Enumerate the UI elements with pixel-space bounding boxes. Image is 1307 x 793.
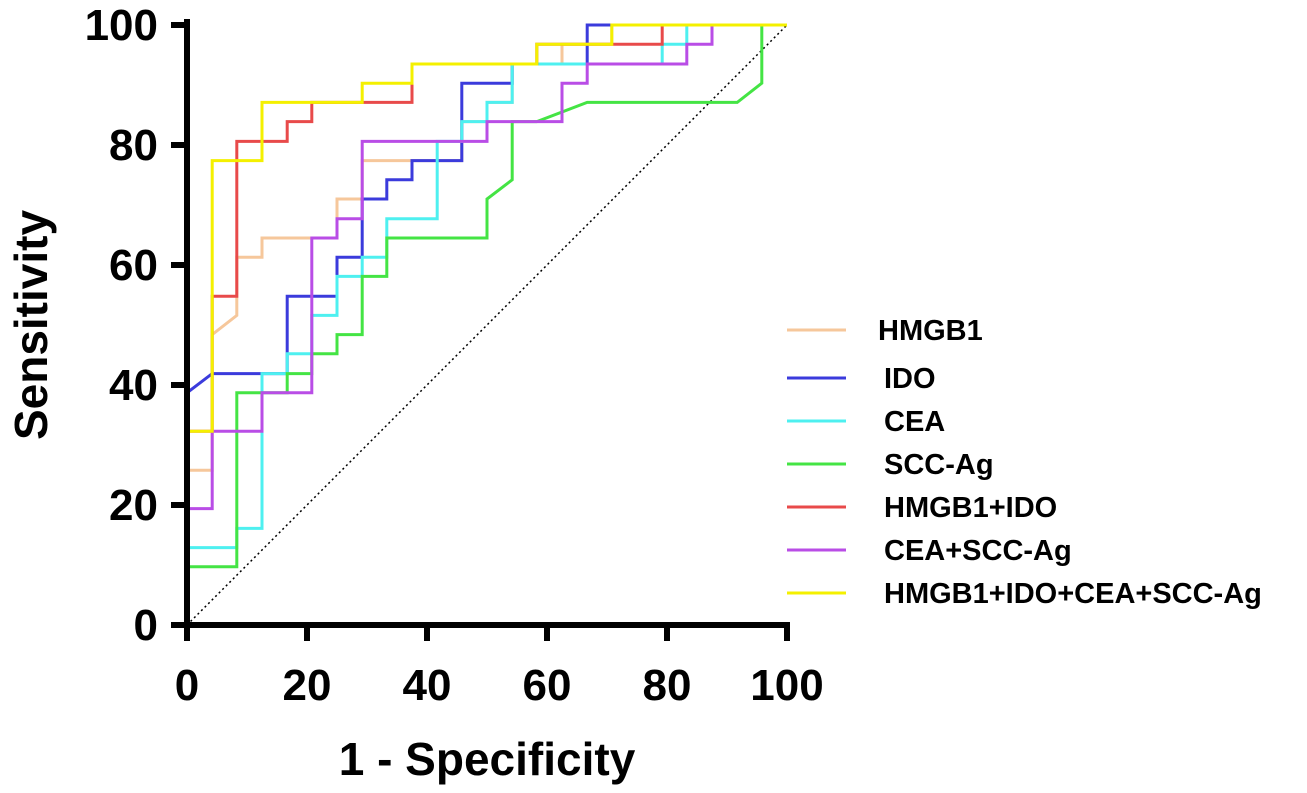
y-tick-label: 100 <box>85 1 158 50</box>
x-tick-label: 20 <box>283 661 332 710</box>
x-tick-label: 80 <box>643 661 692 710</box>
legend-label: CEA+SCC-Ag <box>884 535 1072 567</box>
tick-layer: 0 20 40 60 80 100 0 20 40 60 80 100 <box>85 1 824 710</box>
x-axis-title: 1 - Specificity <box>339 733 636 785</box>
y-tick-label: 80 <box>109 121 158 170</box>
series-line-hmgb1-ido-cea-scc-ag <box>185 23 787 625</box>
legend-label: HMGB1+IDO <box>884 492 1057 524</box>
axis-layer <box>184 19 790 628</box>
legend-label: HMGB1 <box>878 315 983 347</box>
y-axis-title: Sensitivity <box>5 210 57 441</box>
legend-label: IDO <box>884 363 936 395</box>
legend-label: CEA <box>884 406 945 438</box>
x-tick-label: 60 <box>523 661 572 710</box>
reference-layer <box>186 24 788 626</box>
x-tick-label: 100 <box>750 661 823 710</box>
x-tick-label: 0 <box>175 661 199 710</box>
reference-diagonal-line <box>186 24 788 626</box>
y-tick-label: 20 <box>109 481 158 530</box>
legend: HMGB1 IDO CEA SCC-Ag HMGB1+IDO CEA+SCC-Ag HMGB… <box>787 315 1262 610</box>
y-tick-label: 0 <box>134 601 158 650</box>
x-tick-label: 40 <box>403 661 452 710</box>
y-tick-label: 60 <box>109 241 158 290</box>
series-layer <box>185 23 787 625</box>
legend-label: HMGB1+IDO+CEA+SCC-Ag <box>884 578 1262 610</box>
series-line-cea-scc-ag <box>185 23 787 625</box>
y-tick-label: 40 <box>109 361 158 410</box>
legend-label: SCC-Ag <box>884 449 994 481</box>
